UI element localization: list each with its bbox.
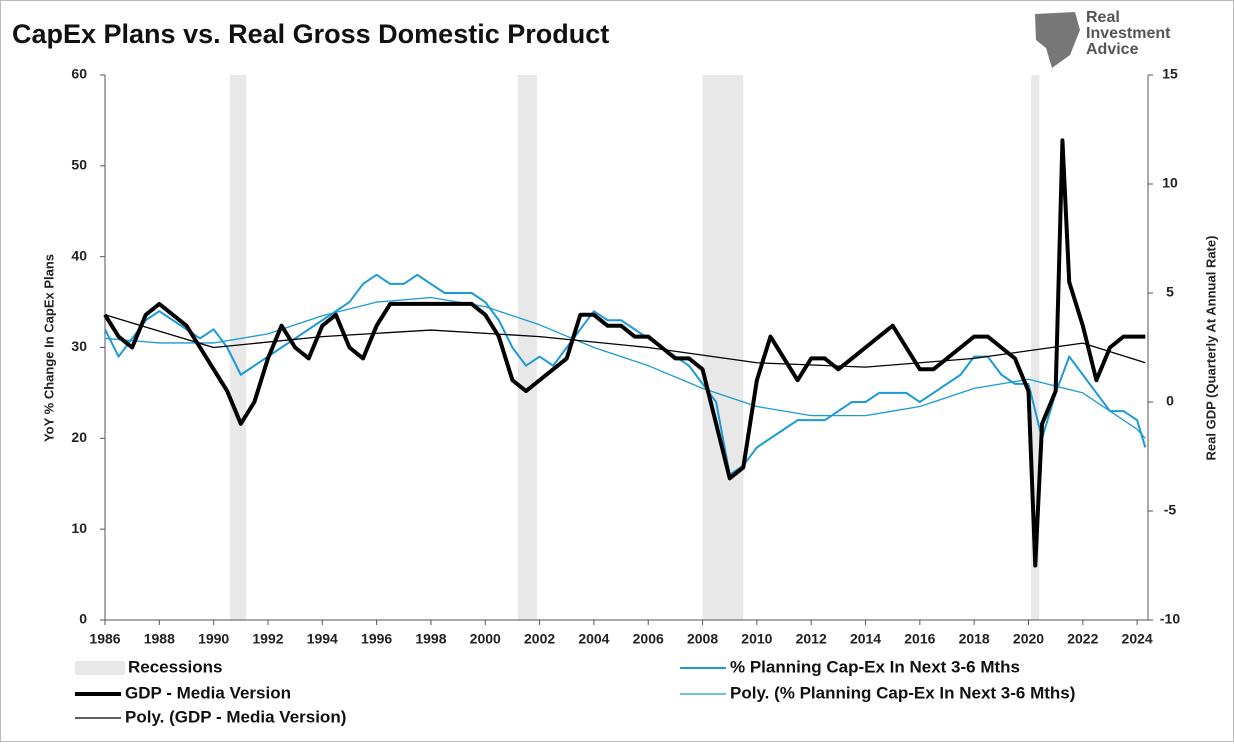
x-tick-label: 2016 <box>904 631 935 647</box>
series-line <box>104 273 1147 476</box>
y-tick-label: 60 <box>71 66 87 82</box>
x-tick-label: 1988 <box>144 631 175 647</box>
x-tick-label: 2024 <box>1122 631 1153 647</box>
y2-tick-label: 5 <box>1166 284 1174 300</box>
x-tick-label: 2012 <box>796 631 827 647</box>
series-line <box>104 314 1146 368</box>
legend-label: GDP - Media Version <box>125 683 291 702</box>
y-tick-label: 10 <box>71 520 87 536</box>
legend-swatch <box>75 661 125 675</box>
legend-label: Recessions <box>128 657 223 676</box>
x-tick-label: 1990 <box>198 631 229 647</box>
series-line <box>103 138 1146 568</box>
y-tick-label: 40 <box>71 247 87 263</box>
chart-title: CapEx Plans vs. Real Gross Domestic Prod… <box>12 19 609 49</box>
x-tick-label: 1992 <box>252 631 283 647</box>
x-tick-label: 2018 <box>959 631 990 647</box>
x-tick-label: 1998 <box>415 631 446 647</box>
x-tick-label: 2010 <box>741 631 772 647</box>
x-tick-label: 2022 <box>1067 631 1098 647</box>
recession-band <box>702 75 744 620</box>
y-tick-label: 30 <box>71 338 87 354</box>
x-tick-label: 1986 <box>89 631 120 647</box>
series-line <box>104 296 1146 439</box>
x-tick-label: 1996 <box>361 631 392 647</box>
y2-tick-label: 0 <box>1166 393 1174 409</box>
recession-band <box>517 75 537 620</box>
y2-axis-label: Real GDP (Quarterly At Annual Rate) <box>1203 236 1218 461</box>
y-tick-label: 50 <box>71 157 87 173</box>
y-tick-label: 20 <box>71 429 87 445</box>
logo-box: Real Investment Advice <box>1086 10 1171 58</box>
y2-tick-label: -5 <box>1164 502 1177 518</box>
x-tick-label: 2000 <box>470 631 501 647</box>
y-tick-label: 0 <box>79 611 87 627</box>
logo-text: Real Investment Advice <box>1086 10 1171 58</box>
y2-tick-label: -10 <box>1160 611 1180 627</box>
logo: Real Investment Advice <box>1035 10 1171 68</box>
x-tick-label: 2002 <box>524 631 555 647</box>
y-axis-label: YoY % Change In CapEx Plans <box>41 254 56 442</box>
x-tick-label: 2004 <box>578 631 609 647</box>
legend-label: % Planning Cap-Ex In Next 3-6 Mths <box>730 657 1020 676</box>
recession-band <box>1031 75 1040 620</box>
y2-tick-label: 10 <box>1162 175 1178 191</box>
x-tick-label: 2008 <box>687 631 718 647</box>
recession-band <box>229 75 247 620</box>
x-tick-label: 2014 <box>850 631 881 647</box>
legend-label: Poly. (% Planning Cap-Ex In Next 3-6 Mth… <box>730 683 1075 702</box>
x-tick-label: 2006 <box>633 631 664 647</box>
x-tick-label: 2020 <box>1013 631 1044 647</box>
y2-tick-label: 15 <box>1162 66 1178 82</box>
legend-label: Poly. (GDP - Media Version) <box>125 707 346 726</box>
logo-mark <box>1035 12 1080 68</box>
x-tick-label: 1994 <box>307 631 338 647</box>
